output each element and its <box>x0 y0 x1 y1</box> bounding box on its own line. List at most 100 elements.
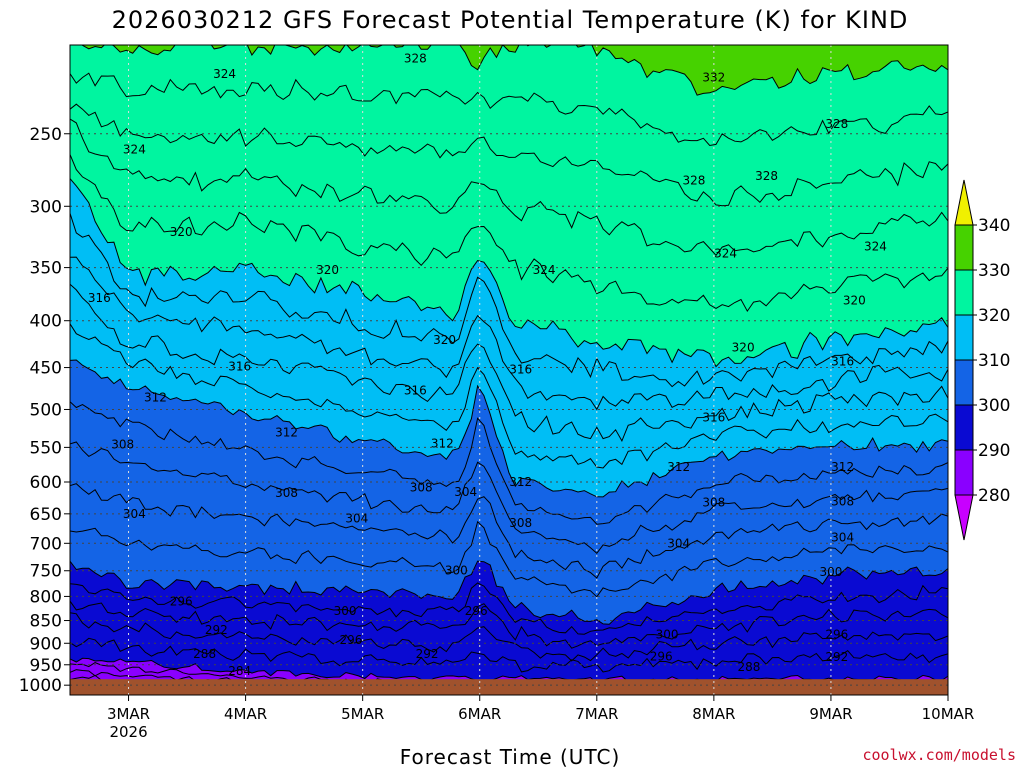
isentrope-330 <box>81 45 948 96</box>
contour-label: 304 <box>345 512 368 526</box>
contour-label: 308 <box>275 486 298 500</box>
contour-label: 308 <box>831 494 854 508</box>
contour-label: 320 <box>843 293 866 307</box>
isentrope-324 <box>70 118 948 257</box>
contour-label: 288 <box>193 647 216 661</box>
contour-label: 300 <box>819 565 842 579</box>
contour-label: 324 <box>714 247 737 261</box>
contour-label: 312 <box>431 437 454 451</box>
contour-label: 316 <box>831 354 854 368</box>
contour-label: 328 <box>404 52 427 66</box>
x-tick-label: 4MAR <box>224 705 267 723</box>
y-tick-label: 1000 <box>19 676 62 696</box>
contour-label: 300 <box>656 627 679 641</box>
colorbar-segment <box>954 404 974 451</box>
contour-label: 312 <box>509 475 532 489</box>
y-tick-label: 250 <box>30 125 62 145</box>
isentrope-300 <box>70 560 948 625</box>
fill-band-above-340 <box>70 40 948 45</box>
isentrope-308 <box>70 401 948 525</box>
colorbar: 340 330 320 310 300 290 280 <box>954 179 1010 541</box>
colorbar-label: 280 <box>978 486 1010 506</box>
contour-label: 288 <box>738 660 761 674</box>
colorbar-segment <box>954 449 974 496</box>
contour-label: 320 <box>433 333 456 347</box>
y-axis: 2503003504004505005506006507007508008509… <box>19 125 70 696</box>
y-tick-label: 350 <box>30 259 62 279</box>
contour-label: 312 <box>144 390 167 404</box>
contour-label: 328 <box>683 173 706 187</box>
contour-label: 316 <box>702 410 725 424</box>
contour-label: 308 <box>410 480 433 494</box>
colorbar-segment <box>954 314 974 361</box>
y-tick-label: 600 <box>30 473 62 493</box>
y-tick-label: 450 <box>30 359 62 379</box>
colorbar-label: 300 <box>978 396 1010 416</box>
colorbar-segment <box>954 269 974 316</box>
contour-label: 324 <box>213 67 236 81</box>
x-tick-label: 10MAR <box>922 705 975 723</box>
y-tick-label: 750 <box>30 562 62 582</box>
y-tick-label: 900 <box>30 634 62 654</box>
colorbar-segment <box>954 359 974 406</box>
contour-label: 296 <box>650 649 673 663</box>
isentrope-294 <box>70 612 948 662</box>
isentrope-310 <box>70 359 948 498</box>
y-tick-label: 400 <box>30 312 62 332</box>
plot-area: 328 324 324 332 328 328 328 320 320 316 324 324 324 3… <box>70 40 948 700</box>
contour-label: 292 <box>205 623 228 637</box>
colorbar-label: 320 <box>978 306 1010 326</box>
y-tick-label: 700 <box>30 534 62 554</box>
contour-label: 308 <box>509 516 532 530</box>
y-tick-label: 300 <box>30 197 62 217</box>
x-tick-label: 3MAR <box>107 705 150 723</box>
x-tick-label: 5MAR <box>341 705 384 723</box>
contour-label: 316 <box>509 362 532 376</box>
contour-label: 296 <box>825 627 848 641</box>
colorbar-label: 290 <box>978 441 1010 461</box>
contour-label: 324 <box>123 142 146 156</box>
colorbar-segment <box>954 224 974 271</box>
colorbar-bottom-arrow <box>954 494 974 541</box>
contour-label: 312 <box>831 460 854 474</box>
isentrope-316 <box>70 256 948 411</box>
contour-label: 312 <box>275 426 298 440</box>
isentrope-318 <box>70 213 948 388</box>
gridlines <box>70 45 948 695</box>
colorbar-label: 330 <box>978 261 1010 281</box>
contour-label: 300 <box>334 604 357 618</box>
contour-label: 332 <box>702 70 725 84</box>
contour-label: 292 <box>825 650 848 664</box>
isentrope-312 <box>70 323 948 469</box>
contour-label: 296 <box>340 633 363 647</box>
isentrope-306 <box>70 441 948 555</box>
isentrope-326 <box>70 103 948 207</box>
colorbar-top-arrow <box>954 179 974 226</box>
contour-label: 308 <box>111 437 134 451</box>
contour-label: 284 <box>228 664 251 678</box>
chart-title: 2026030212 GFS Forecast Potential Temper… <box>112 6 909 34</box>
plot-frame <box>69 44 949 696</box>
contour-label: 320 <box>316 263 339 277</box>
contour-label: 308 <box>702 496 725 510</box>
contour-labels: 328 324 324 332 328 328 328 320 320 316 324 324 324 3… <box>88 52 887 678</box>
credit-text: coolwx.com/models <box>862 746 1016 764</box>
contour-label: 320 <box>170 225 193 239</box>
x-tick-sublabel: 2026 <box>109 723 147 741</box>
y-tick-label: 500 <box>30 400 62 420</box>
isentrope-290 <box>70 657 948 684</box>
y-tick-label: 950 <box>30 656 62 676</box>
isentrope-276 <box>70 699 948 700</box>
colorbar-label: 340 <box>978 216 1010 236</box>
isentrope-292 <box>70 637 948 673</box>
isentrope-328 <box>70 72 948 147</box>
x-tick-label: 8MAR <box>692 705 735 723</box>
y-tick-label: 650 <box>30 505 62 525</box>
x-axis-label: Forecast Time (UTC) <box>400 745 621 768</box>
contour-label: 312 <box>667 460 690 474</box>
contour-label: 304 <box>123 507 146 521</box>
isentrope-320 <box>70 178 948 368</box>
contour-label: 328 <box>755 169 778 183</box>
